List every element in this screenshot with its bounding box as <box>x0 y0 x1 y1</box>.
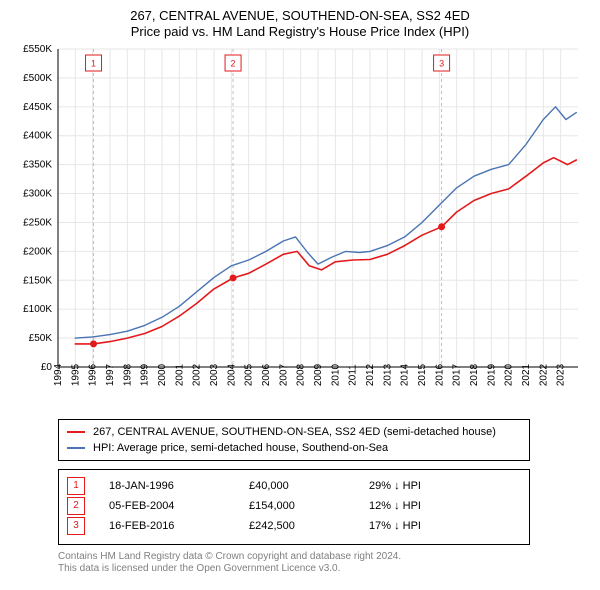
sales-row: 1 18-JAN-1996 £40,000 29% ↓ HPI <box>67 476 521 496</box>
sales-row: 2 05-FEB-2004 £154,000 12% ↓ HPI <box>67 496 521 516</box>
page: 267, CENTRAL AVENUE, SOUTHEND-ON-SEA, SS… <box>0 0 600 590</box>
sale-diff: 12% ↓ HPI <box>369 500 489 512</box>
svg-text:£500K: £500K <box>23 72 52 83</box>
titles: 267, CENTRAL AVENUE, SOUTHEND-ON-SEA, SS… <box>10 8 590 41</box>
footer: Contains HM Land Registry data © Crown c… <box>58 551 550 576</box>
legend-label: 267, CENTRAL AVENUE, SOUTHEND-ON-SEA, SS… <box>93 426 496 438</box>
svg-text:£0: £0 <box>41 362 53 373</box>
svg-text:£550K: £550K <box>23 45 52 55</box>
legend-swatch <box>67 431 85 433</box>
sale-price: £154,000 <box>249 500 369 512</box>
title-address: 267, CENTRAL AVENUE, SOUTHEND-ON-SEA, SS… <box>10 8 590 24</box>
svg-text:£350K: £350K <box>23 159 52 170</box>
footer-line: This data is licensed under the Open Gov… <box>58 563 550 576</box>
svg-text:3: 3 <box>439 58 444 68</box>
sales-row: 3 16-FEB-2016 £242,500 17% ↓ HPI <box>67 516 521 536</box>
legend-swatch <box>67 447 85 449</box>
sale-price: £40,000 <box>249 480 369 492</box>
sale-badge: 3 <box>67 517 85 535</box>
svg-text:£100K: £100K <box>23 304 52 315</box>
svg-text:£250K: £250K <box>23 217 52 228</box>
chart-svg: £0 £50K £100K £150K £200K £250K £300K £350K £400… <box>10 45 590 413</box>
svg-text:£450K: £450K <box>23 101 52 112</box>
sales-table: 1 18-JAN-1996 £40,000 29% ↓ HPI 2 05-FEB… <box>58 469 530 545</box>
legend: 267, CENTRAL AVENUE, SOUTHEND-ON-SEA, SS… <box>58 419 530 461</box>
sale-num: 1 <box>73 480 79 491</box>
footer-line: Contains HM Land Registry data © Crown c… <box>58 551 550 564</box>
sale-diff: 29% ↓ HPI <box>369 480 489 492</box>
svg-text:2: 2 <box>231 58 236 68</box>
sale-badge: 1 <box>67 477 85 495</box>
sale-date: 18-JAN-1996 <box>109 480 249 492</box>
svg-text:£150K: £150K <box>23 275 52 286</box>
chart: £0 £50K £100K £150K £200K £250K £300K £350K £400… <box>10 45 590 413</box>
sale-badge: 2 <box>67 497 85 515</box>
title-subtitle: Price paid vs. HM Land Registry's House … <box>10 24 590 40</box>
svg-text:£50K: £50K <box>29 333 53 344</box>
legend-item: HPI: Average price, semi-detached house,… <box>67 440 521 456</box>
sale-diff: 17% ↓ HPI <box>369 520 489 532</box>
legend-item: 267, CENTRAL AVENUE, SOUTHEND-ON-SEA, SS… <box>67 424 521 440</box>
sale-date: 16-FEB-2016 <box>109 520 249 532</box>
sale-price: £242,500 <box>249 520 369 532</box>
sale-num: 2 <box>73 500 79 511</box>
legend-label: HPI: Average price, semi-detached house,… <box>93 442 388 454</box>
svg-text:£200K: £200K <box>23 246 52 257</box>
sale-date: 05-FEB-2004 <box>109 500 249 512</box>
svg-text:1: 1 <box>91 58 96 68</box>
svg-text:£400K: £400K <box>23 130 52 141</box>
svg-text:£300K: £300K <box>23 188 52 199</box>
sale-num: 3 <box>73 520 79 531</box>
